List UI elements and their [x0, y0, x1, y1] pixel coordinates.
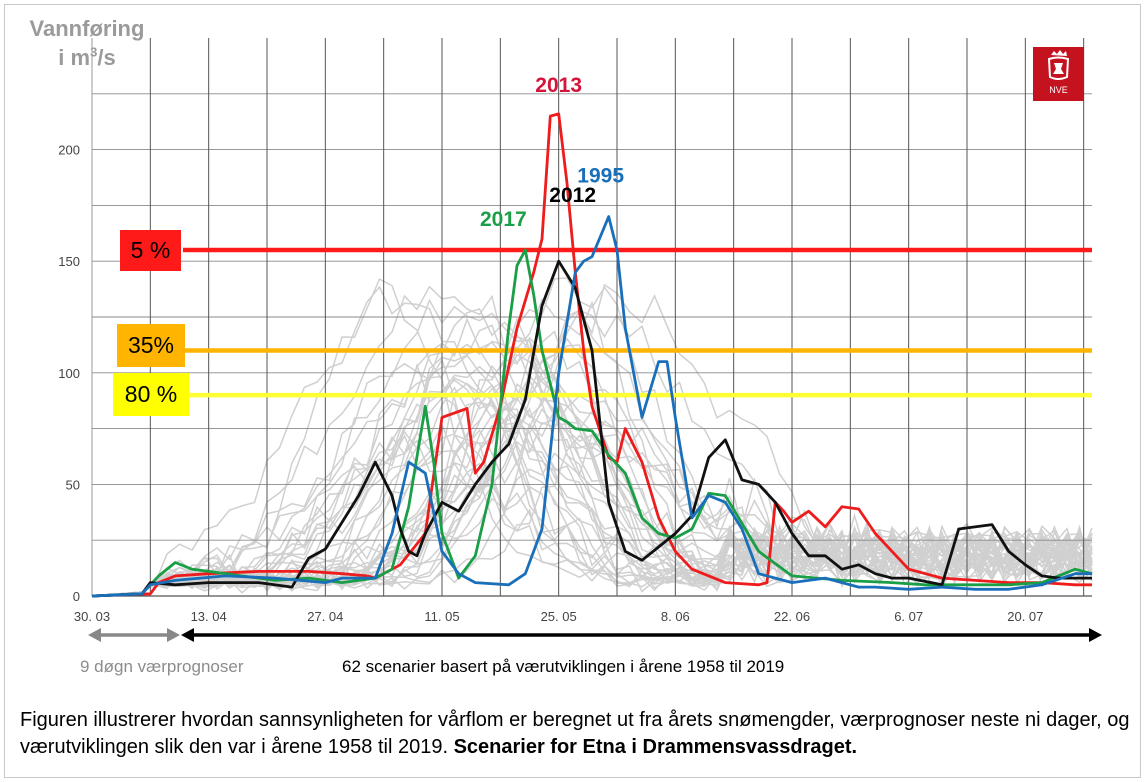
scenario-arrow-head-left: [181, 628, 194, 642]
y-axis-label-line2: i m3/s: [24, 43, 150, 72]
figure-caption: Figuren illustrerer hvordan sannsynlighe…: [20, 707, 1135, 761]
y-tick-label: 150: [58, 254, 80, 269]
x-tick-label: 22. 06: [774, 609, 810, 624]
y-axis-ticks: 0 50 100 150 200: [58, 143, 80, 604]
series-label-1995: 1995: [577, 165, 624, 188]
scenario-line: [91, 434, 1093, 597]
x-tick-label: 11. 05: [424, 609, 459, 624]
x-tick-label: 25. 05: [541, 609, 577, 624]
y-axis-label: Vannføring i m3/s: [24, 14, 150, 72]
threshold-tag-80-label: 80 %: [124, 381, 178, 407]
caption-bold-text: Scenarier for Etna i Drammensvassdraget.: [453, 736, 858, 758]
y-tick-label: 50: [66, 477, 80, 492]
forecast-period-label: 9 døgn værprognoser: [80, 657, 244, 676]
scenario-line: [91, 358, 1093, 597]
series-label-2017: 2017: [480, 208, 527, 231]
x-tick-label: 27. 04: [307, 609, 343, 624]
x-tick-label: 8. 06: [661, 609, 690, 624]
scenario-line: [91, 363, 1093, 597]
threshold-tag-35: 35%: [117, 324, 185, 367]
highlight-series: [91, 112, 1093, 598]
series-line-1995: [91, 215, 1092, 598]
series-label-2012: 2012: [549, 184, 596, 207]
series-line-2012: [91, 259, 1092, 598]
x-axis-ticks: 30. 03 13. 04 27. 04 11. 05 25. 05 8. 06 22. 0…: [74, 609, 1043, 624]
scenario-period-label: 62 scenarier basert på værutviklingen i …: [342, 657, 785, 676]
forecast-arrow-head-left: [88, 628, 101, 642]
figure-frame: [4, 4, 1141, 778]
x-tick-label: 13. 04: [191, 609, 227, 624]
background-scenarios: [91, 277, 1093, 597]
threshold-tag-35-label: 35%: [127, 332, 175, 358]
y-axis-label-line1: Vannføring: [29, 16, 145, 41]
threshold-tag-5-label: 5 %: [130, 237, 171, 263]
scenario-arrow-head-right: [1089, 628, 1102, 642]
y-tick-label: 200: [58, 143, 80, 158]
caption-text: Figuren illustrerer hvordan sannsynlighe…: [20, 709, 1130, 758]
lion-icon: [1047, 50, 1070, 80]
nve-logo: NVE: [1033, 47, 1084, 101]
threshold-tag-5: 5 %: [120, 230, 181, 271]
threshold-tag-80: 80 %: [113, 373, 189, 416]
scenario-line: [91, 285, 1093, 597]
forecast-arrow-head-right: [167, 628, 180, 642]
y-axis-label-sup: 3: [90, 44, 98, 60]
x-tick-label: 20. 07: [1007, 609, 1043, 624]
series-line-2013: [91, 112, 1092, 598]
y-tick-label: 0: [73, 589, 80, 604]
y-axis-label-suffix: /s: [97, 45, 116, 70]
nve-logo-text: NVE: [1049, 85, 1068, 95]
x-tick-label: 6. 07: [894, 609, 923, 624]
chart-grid: [91, 38, 1092, 597]
x-tick-label: 30. 03: [74, 609, 110, 624]
y-axis-label-prefix: i m: [58, 45, 91, 70]
series-label-2013: 2013: [535, 74, 582, 97]
period-arrows: [88, 628, 1102, 642]
y-tick-label: 100: [58, 366, 80, 381]
